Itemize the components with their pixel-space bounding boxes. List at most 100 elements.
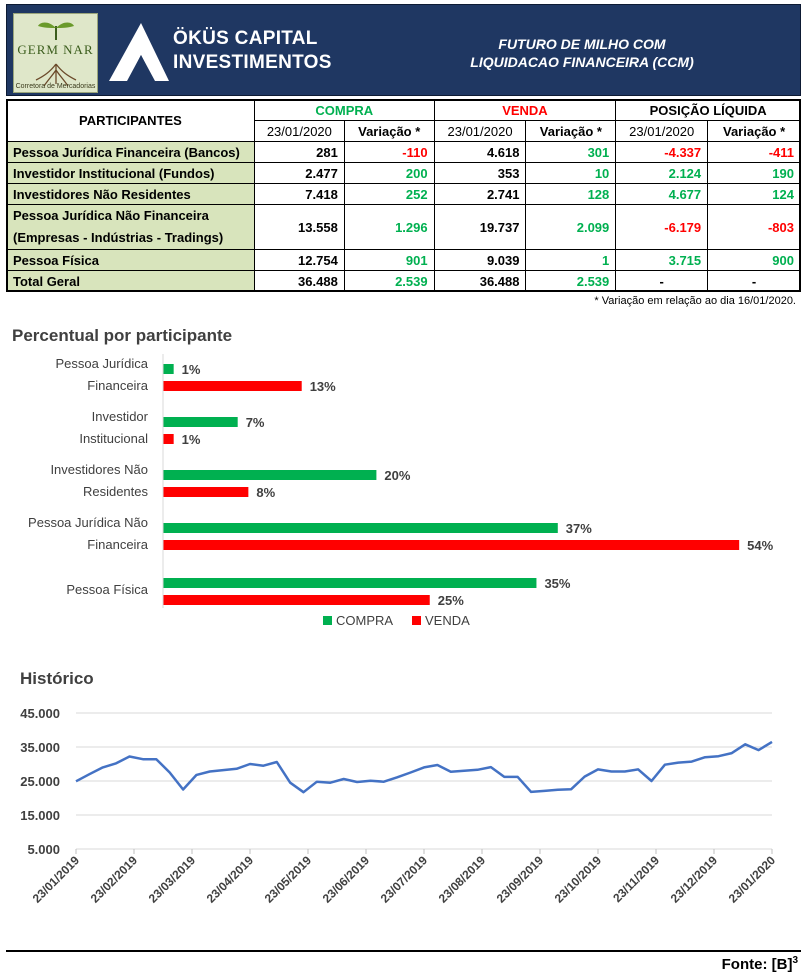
legend-swatch-compra [323,616,332,625]
cell-posicao: 4.677 [615,183,709,205]
source-superscript: 3 [792,955,798,966]
x-tick-label: 23/03/2019 [146,853,199,906]
cell-venda: 36.488 [433,270,527,292]
cell-venda: 353 [433,162,527,184]
cell-venda-variation: 1 [525,249,617,271]
row-label: Pessoa Física [6,249,255,271]
cell-compra-variation: -110 [343,141,435,163]
data-label: 35% [544,576,570,591]
cell-compra-variation: 901 [343,249,435,271]
okus-logo-icon [109,23,169,81]
x-tick-label: 23/01/2020 [726,853,779,906]
bottom-divider [6,950,801,952]
bar-compra [163,578,537,588]
data-label: 8% [256,485,275,500]
legend-swatch-venda [412,616,421,625]
table-row-total: Total Geral 36.488 2.539 36.488 2.539 - … [6,270,801,292]
cell-compra-variation: 1.296 [343,204,435,250]
legend-label-venda: VENDA [425,613,470,628]
cell-compra: 12.754 [253,249,345,271]
data-label: 1% [182,432,201,447]
cell-venda-variation: 2.099 [525,204,617,250]
cell-compra: 281 [253,141,345,163]
row-label: Investidores Não Residentes [6,183,255,205]
brand-name: ÖKÜS CAPITAL INVESTIMENTOS [173,27,332,75]
bar-compra [163,417,238,427]
cell-posicao: -6.179 [615,204,709,250]
table-row: Pessoa Jurídica Não Financeira (Empresas… [6,204,801,250]
bar-venda [163,487,249,497]
data-label: 13% [310,379,336,394]
cell-posicao-variation: -411 [707,141,801,163]
cell-compra-variation: 200 [343,162,435,184]
table-row: Investidor Institucional (Fundos) 2.477 … [6,162,801,184]
row-label-line-1: Pessoa Jurídica Não Financeira [13,208,209,223]
bar-chart-title: Percentual por participante [12,326,233,345]
y-tick-label: 5.000 [27,842,60,857]
bar-venda [163,540,740,550]
x-tick-label: 23/02/2019 [88,853,141,906]
cell-compra: 13.558 [253,204,345,250]
table-row: Investidores Não Residentes 7.418 252 2.… [6,183,801,205]
brand-line-1: ÖKÜS CAPITAL [173,28,318,49]
cell-compra: 7.418 [253,183,345,205]
sub-header-variation: Variação * [707,120,801,142]
cell-posicao-variation: - [707,270,801,292]
report-title-line-2: LIQUIDACAO FINANCEIRA (CCM) [470,54,694,70]
report-title-line-1: FUTURO DE MILHO COM [498,36,666,52]
source-note: Fonte: [B]3 [722,955,798,973]
bar-compra [163,364,174,374]
sub-header-date: 23/01/2020 [433,120,527,142]
category-label: Pessoa Jurídica Não [28,515,148,530]
legend-label-compra: COMPRA [336,613,393,628]
sub-header-variation: Variação * [525,120,617,142]
participants-table: PARTICIPANTES COMPRA VENDA POSIÇÃO LÍQUI… [6,99,801,292]
data-label: 25% [438,593,464,608]
x-tick-label: 23/04/2019 [204,853,257,906]
cell-posicao-variation: -803 [707,204,801,250]
category-label: Institucional [79,431,148,446]
bar-chart: Pessoa Jurídica Financeira 1% 13% Investidor… [28,354,774,628]
x-tick-label: 23/11/2019 [610,853,662,905]
x-tick-label: 23/05/2019 [262,853,315,906]
cell-posicao: 3.715 [615,249,709,271]
row-label: Pessoa Jurídica Financeira (Bancos) [6,141,255,163]
bar-venda [163,381,302,391]
cell-venda-variation: 301 [525,141,617,163]
category-label: Residentes [83,484,149,499]
y-tick-label: 35.000 [20,740,60,755]
cell-venda-variation: 10 [525,162,617,184]
x-tick-label: 23/10/2019 [552,853,605,906]
footnote: * Variação em relação ao dia 16/01/2020. [594,295,796,307]
brand-line-2: INVESTIMENTOS [173,52,332,73]
table-row: Pessoa Jurídica Financeira (Bancos) 281 … [6,141,801,163]
category-label: Investidores Não [50,462,148,477]
y-tick-label: 25.000 [20,774,60,789]
sub-header-date: 23/01/2020 [253,120,345,142]
category-label: Financeira [87,378,148,393]
cell-compra: 2.477 [253,162,345,184]
sprout-icon [35,22,77,87]
cell-posicao-variation: 900 [707,249,801,271]
x-tick-label: 23/06/2019 [320,853,373,906]
line-chart-title: Histórico [20,669,94,688]
cell-posicao-variation: 190 [707,162,801,184]
row-label-line-2: (Empresas - Indústrias - Tradings) [13,230,224,245]
data-label: 54% [747,538,773,553]
cell-venda: 2.741 [433,183,527,205]
group-header-compra: COMPRA [253,99,435,121]
cell-venda: 19.737 [433,204,527,250]
source-text: Fonte: [B] [721,956,793,973]
data-label: 7% [246,415,265,430]
category-label: Pessoa Física [66,582,148,597]
cell-venda-variation: 128 [525,183,617,205]
cell-compra-variation: 2.539 [343,270,435,292]
bar-compra [163,523,558,533]
header-banner: GERM NAR Corretora de Mercadorias ÖKÜS C… [6,4,801,96]
sub-header-variation: Variação * [343,120,435,142]
data-label: 1% [182,362,201,377]
cell-compra-variation: 252 [343,183,435,205]
x-tick-label: 23/12/2019 [668,853,721,906]
y-tick-label: 15.000 [20,808,60,823]
